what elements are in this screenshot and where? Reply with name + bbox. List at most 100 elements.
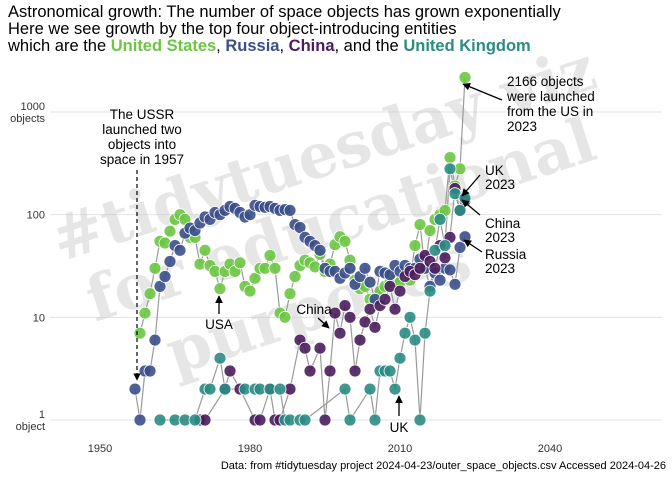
data-point — [343, 413, 357, 427]
china2023-line-1: China — [485, 216, 521, 231]
data-point — [393, 284, 407, 298]
data-point — [453, 203, 467, 217]
title-line-1: Astronomical growth: The number of space… — [8, 3, 561, 21]
data-point — [328, 306, 342, 320]
data-point — [428, 261, 442, 275]
y-tick-label: 10 — [33, 312, 45, 324]
data-point — [143, 287, 157, 301]
data-point — [333, 326, 347, 340]
x-tick-label: 2010 — [388, 443, 412, 455]
data-point — [233, 256, 247, 270]
data-point — [348, 364, 362, 378]
data-point — [413, 261, 427, 275]
data-point — [253, 413, 267, 427]
uk2023-arrow — [461, 174, 481, 197]
title-sep-1: , — [216, 37, 221, 55]
data-point — [138, 306, 152, 320]
china2023-arrow — [461, 199, 481, 216]
data-point — [288, 270, 302, 283]
data-point — [128, 382, 142, 396]
data-point — [458, 71, 472, 84]
data-point — [438, 239, 452, 253]
data-point — [218, 382, 232, 396]
data-point — [393, 351, 407, 365]
data-point — [343, 310, 357, 324]
data-point — [158, 270, 172, 283]
data-point — [133, 413, 147, 427]
data-point — [363, 382, 377, 396]
annotation-us-2023: 2166 objects were launched from the US i… — [462, 74, 595, 134]
data-point — [408, 239, 422, 253]
china-label: China — [296, 302, 332, 317]
annotation-china: China — [296, 302, 332, 329]
uk2023-line-1: UK — [485, 163, 504, 178]
data-point — [298, 413, 312, 427]
data-point — [173, 243, 187, 257]
series-united-kingdom — [153, 162, 472, 427]
data-point — [313, 341, 327, 355]
data-point — [148, 333, 162, 347]
data-point — [163, 255, 177, 268]
data-point — [443, 162, 457, 176]
data-point — [148, 261, 162, 275]
data-point — [223, 364, 237, 378]
data-point — [403, 310, 417, 324]
data-point — [263, 249, 277, 262]
y-tick-label: 1000 — [21, 101, 45, 113]
data-point — [318, 413, 332, 427]
data-point — [388, 382, 402, 396]
legend-china: China — [288, 37, 335, 55]
annotation-uk-2023: UK 2023 — [461, 163, 515, 197]
data-point — [283, 287, 297, 301]
data-point — [443, 151, 457, 165]
us2023-line-2: were launched — [506, 89, 595, 104]
ussr-line-4: space in 1957 — [100, 152, 184, 167]
y-tick-label: 1 — [39, 409, 45, 421]
y-tick-label: 100 — [27, 210, 45, 222]
data-point — [418, 326, 432, 340]
title-line-2: Here we see growth by the top four objec… — [8, 20, 457, 38]
data-point — [248, 271, 262, 285]
china2023-line-2: 2023 — [485, 230, 515, 245]
us2023-line-4: 2023 — [507, 119, 537, 134]
data-point — [423, 224, 437, 238]
data-point — [273, 382, 287, 396]
data-point — [338, 234, 352, 248]
ussr-line-2: launched two — [102, 122, 182, 137]
annotations: The USSR launched two objects into space… — [100, 74, 595, 435]
data-point — [383, 364, 397, 378]
data-point — [343, 261, 357, 275]
series-points — [128, 71, 472, 427]
annotation-uk: UK — [390, 395, 409, 435]
x-tick-label: 2040 — [538, 443, 562, 455]
us2023-line-1: 2166 objects — [507, 74, 584, 89]
us2023-line-3: from the US in — [507, 104, 593, 119]
data-point — [448, 277, 462, 291]
title-sep-2: , — [279, 37, 285, 55]
data-point — [278, 310, 292, 324]
data-point — [423, 284, 437, 298]
data-point — [213, 282, 227, 296]
data-point — [338, 299, 352, 313]
legend-united-states: United States — [110, 37, 217, 55]
uk-label: UK — [390, 420, 409, 435]
data-point — [203, 382, 217, 396]
data-point — [268, 261, 282, 275]
data-point — [188, 413, 202, 427]
data-point — [378, 292, 392, 306]
data-point — [153, 413, 167, 427]
y-tick-label: object — [16, 421, 45, 433]
legend-russia: Russia — [225, 37, 280, 55]
data-point — [433, 273, 447, 287]
data-point — [368, 320, 382, 334]
title-prefix: which are the — [8, 37, 107, 55]
data-point — [198, 243, 212, 257]
data-point — [283, 203, 297, 217]
data-point — [408, 333, 422, 347]
ussr-line-3: objects into — [108, 137, 176, 152]
x-tick-label: 1950 — [88, 443, 112, 455]
data-point — [133, 326, 147, 340]
data-point — [363, 275, 377, 289]
data-point — [163, 224, 177, 238]
russia2023-line-1: Russia — [485, 247, 527, 262]
